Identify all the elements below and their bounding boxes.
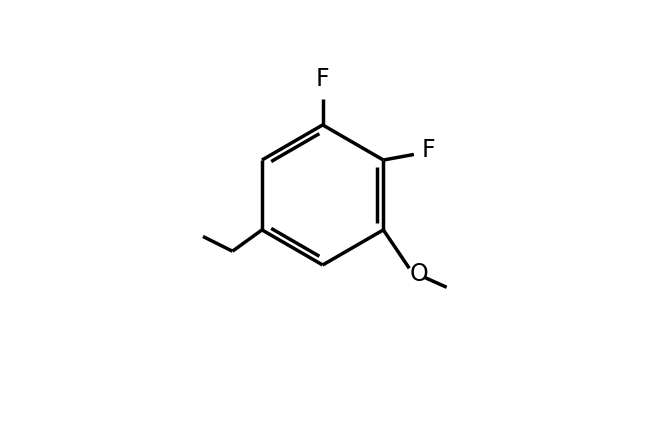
Text: O: O [410,262,429,285]
Text: F: F [422,138,436,161]
Text: F: F [316,67,329,91]
